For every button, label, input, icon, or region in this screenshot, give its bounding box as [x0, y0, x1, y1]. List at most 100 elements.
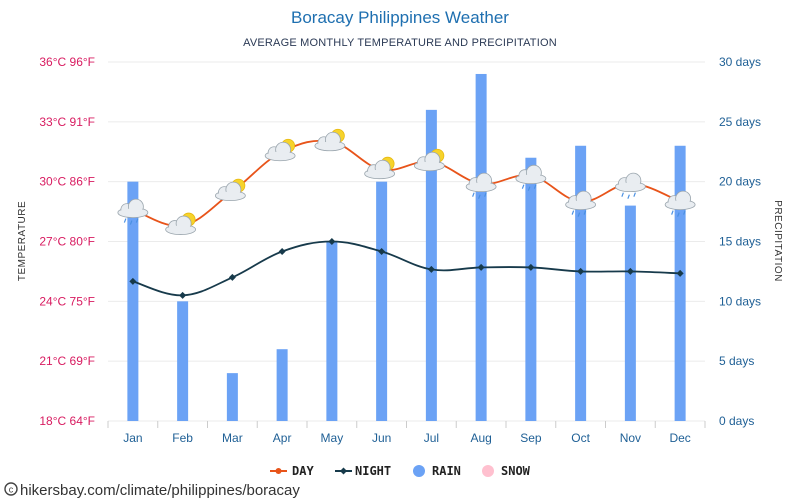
rain-bar[interactable] — [624, 205, 636, 421]
right-tick-label: 15 days — [719, 235, 761, 249]
legend-snow-label: SNOW — [501, 464, 531, 478]
rain-bar[interactable] — [177, 301, 189, 421]
night-point[interactable] — [577, 267, 585, 275]
rain-bar[interactable] — [425, 109, 437, 421]
x-tick-label: Mar — [222, 431, 243, 445]
cloud-fill-shape — [216, 191, 245, 200]
chart-legend: DAY NIGHT RAIN SNOW — [270, 464, 531, 478]
sun-cloud-icon — [214, 178, 246, 202]
raindrop-shape — [583, 210, 587, 215]
cloud-fill-shape — [266, 151, 295, 160]
raindrop-shape — [129, 220, 133, 225]
raindrop-shape — [677, 212, 680, 217]
x-tick-label: Jul — [424, 431, 439, 445]
rain-cloud-icon — [465, 172, 497, 199]
temperature-lines — [129, 139, 684, 299]
sun-cloud-icon — [165, 212, 197, 235]
legend-item-snow[interactable]: SNOW — [482, 464, 531, 478]
right-tick-label: 25 days — [719, 115, 761, 129]
raindrop-shape — [484, 192, 487, 197]
rain-bar[interactable] — [376, 181, 388, 421]
x-tick-label: Apr — [273, 431, 292, 445]
right-tick-label: 20 days — [719, 175, 761, 189]
raindrop-shape — [533, 184, 537, 189]
left-tick-label: 27°C 80°F — [39, 235, 95, 249]
rain-bar[interactable] — [575, 145, 587, 421]
x-tick-label: Aug — [470, 431, 491, 445]
rain-bar[interactable] — [674, 145, 686, 421]
cloud-fill-shape — [166, 225, 195, 234]
night-point[interactable] — [129, 277, 137, 285]
rain-bar[interactable] — [525, 157, 537, 421]
cloud-fill-shape — [516, 174, 545, 183]
night-point[interactable] — [626, 267, 634, 275]
rain-bar[interactable] — [127, 181, 139, 421]
legend-night-marker-icon — [340, 467, 347, 475]
x-tick-label: Feb — [172, 431, 193, 445]
left-tick-label: 33°C 91°F — [39, 115, 95, 129]
raindrop-shape — [633, 192, 636, 197]
rain-cloud-icon — [117, 198, 149, 225]
raindrop-shape — [571, 210, 575, 215]
right-tick-label: 10 days — [719, 294, 761, 308]
rain-bar[interactable] — [226, 373, 238, 421]
night-point[interactable] — [427, 265, 435, 273]
left-tick-label: 18°C 64°F — [39, 414, 95, 428]
cloud-fill-shape — [566, 200, 595, 209]
raindrop-shape — [577, 212, 581, 217]
night-point[interactable] — [477, 263, 485, 271]
left-tick-label: 30°C 86°F — [39, 175, 95, 189]
legend-day-marker-icon — [275, 468, 282, 474]
raindrop-shape — [683, 210, 686, 215]
legend-item-rain[interactable]: RAIN — [413, 464, 461, 478]
x-tick-label: Sep — [520, 431, 542, 445]
x-tick-label: Oct — [571, 431, 590, 445]
x-tick-label: Dec — [669, 431, 690, 445]
night-point[interactable] — [328, 238, 336, 245]
rain-cloud-icon — [664, 190, 696, 217]
source-link[interactable]: c hikersbay.com/climate/philippines/bora… — [4, 482, 300, 499]
x-tick-label: Jan — [123, 431, 142, 445]
night-point[interactable] — [278, 247, 286, 255]
raindrop-shape — [621, 192, 624, 197]
rain-bars — [127, 73, 686, 422]
left-tick-label: 21°C 69°F — [39, 354, 95, 368]
cloud-fill-shape — [365, 169, 394, 178]
rain-bar[interactable] — [326, 241, 338, 422]
sun-cloud-icon — [264, 138, 296, 162]
cloud-fill-shape — [666, 200, 695, 209]
x-tick-label: Jun — [372, 431, 391, 445]
night-point[interactable] — [179, 291, 187, 299]
right-tick-label: 0 days — [719, 414, 754, 428]
raindrop-shape — [478, 194, 481, 199]
raindrop-shape — [135, 218, 139, 223]
cloud-fill-shape — [415, 161, 444, 170]
cloud-fill-shape — [315, 141, 344, 150]
legend-item-night[interactable]: NIGHT — [335, 464, 391, 478]
right-tick-label: 5 days — [719, 354, 754, 368]
night-point[interactable] — [527, 263, 535, 271]
x-tick-label: May — [321, 431, 344, 445]
weather-icons — [117, 128, 696, 235]
night-point[interactable] — [228, 273, 236, 281]
night-point[interactable] — [378, 247, 386, 255]
copyright-icon — [4, 482, 18, 496]
rain-bar[interactable] — [475, 73, 487, 421]
sun-cloud-icon — [413, 148, 445, 172]
chart-subtitle: AVERAGE MONTHLY TEMPERATURE AND PRECIPIT… — [243, 37, 557, 49]
left-tick-label: 24°C 75°F — [39, 294, 95, 308]
day-temperature-line — [132, 139, 681, 227]
gridlines — [107, 61, 706, 428]
legend-item-day[interactable]: DAY — [270, 464, 314, 478]
rain-cloud-icon — [515, 164, 547, 191]
night-point[interactable] — [676, 269, 684, 277]
rain-bar[interactable] — [276, 349, 288, 421]
raindrop-shape — [123, 218, 127, 223]
left-axis-title: TEMPERATURE — [17, 201, 28, 281]
cloud-fill-shape — [467, 182, 496, 191]
x-tick-label: Nov — [620, 431, 641, 445]
rain-cloud-icon — [614, 172, 646, 199]
raindrop-shape — [521, 184, 525, 189]
source-url: hikersbay.com/climate/philippines/boraca… — [20, 482, 300, 499]
